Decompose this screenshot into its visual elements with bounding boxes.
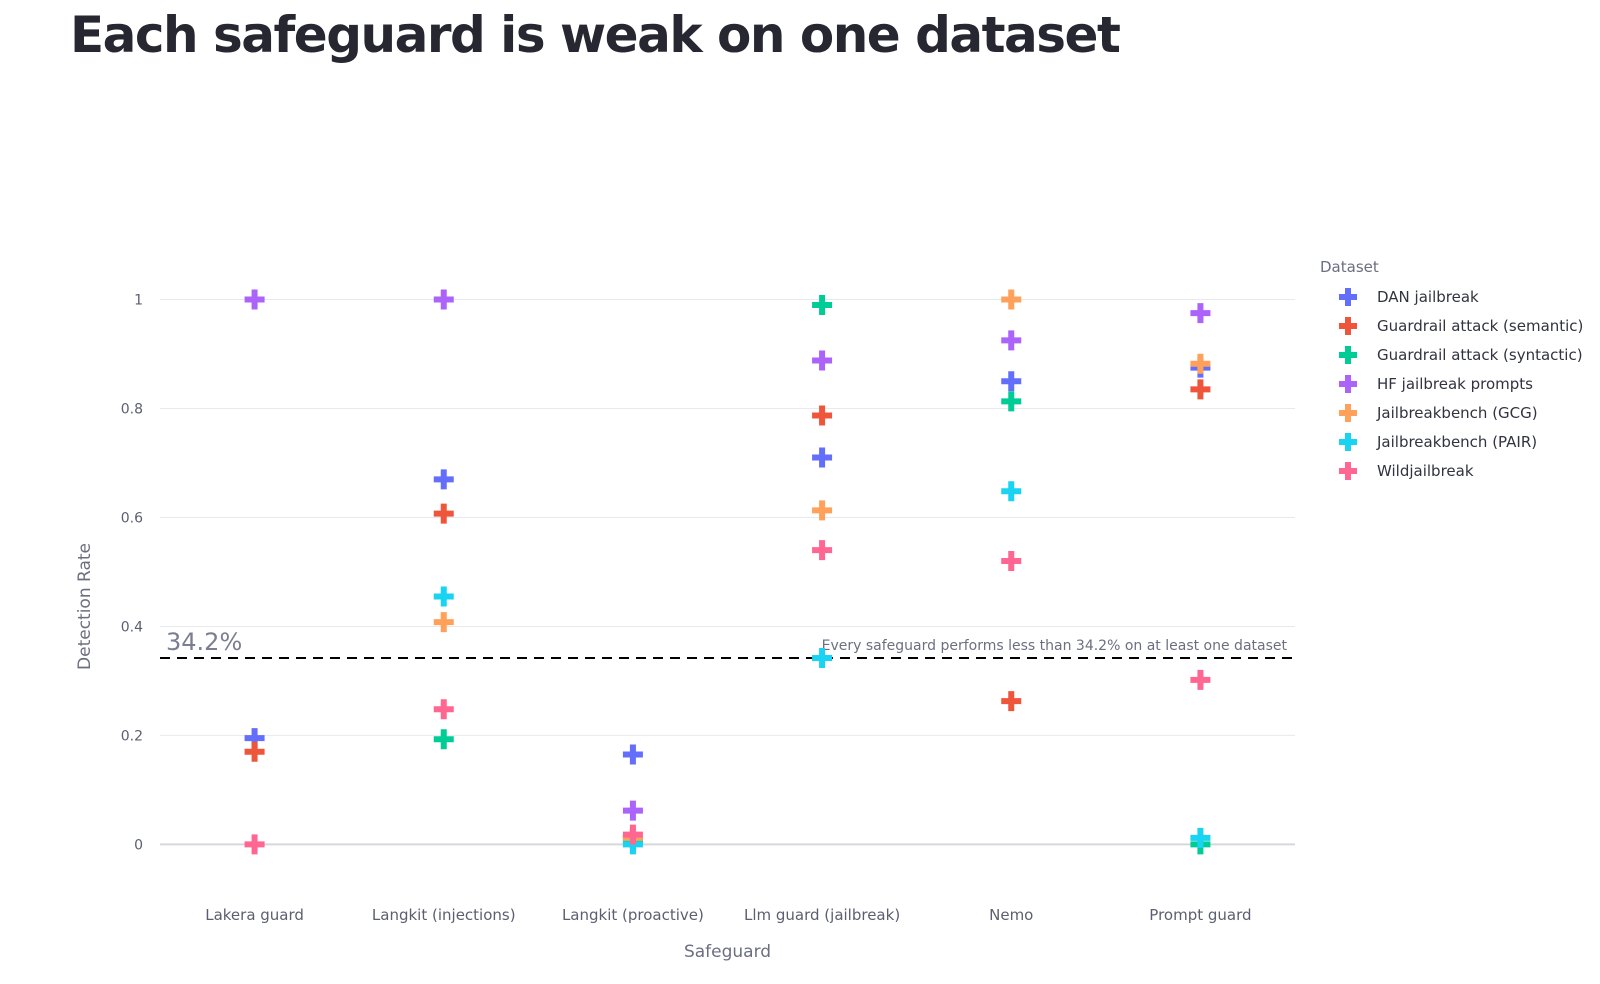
x-tick-label: Prompt guard bbox=[1149, 906, 1251, 924]
legend-label: HF jailbreak prompts bbox=[1377, 375, 1533, 393]
data-point[interactable] bbox=[433, 469, 454, 490]
y-tick-label: 0.2 bbox=[121, 728, 143, 744]
legend-label: Guardrail attack (syntactic) bbox=[1377, 346, 1583, 364]
data-point[interactable] bbox=[244, 728, 265, 749]
legend-label: DAN jailbreak bbox=[1377, 288, 1479, 306]
x-tick-label: Langkit (injections) bbox=[372, 906, 516, 924]
legend-item[interactable]: Jailbreakbench (GCG) bbox=[1339, 404, 1538, 422]
legend-item[interactable]: HF jailbreak prompts bbox=[1339, 375, 1533, 393]
data-point[interactable] bbox=[1001, 371, 1022, 392]
data-point[interactable] bbox=[622, 744, 643, 765]
legend[interactable]: Dataset DAN jailbreak Guardrail attack (s… bbox=[1320, 258, 1583, 480]
legend-marker bbox=[1339, 375, 1357, 393]
x-axis-title: Safeguard bbox=[684, 942, 771, 962]
data-point[interactable] bbox=[1190, 827, 1211, 848]
threshold-annotation: Every safeguard performs less than 34.2%… bbox=[822, 638, 1288, 654]
y-tick-label: 1 bbox=[134, 292, 143, 308]
data-point[interactable] bbox=[1001, 551, 1022, 572]
x-tick-label: Lakera guard bbox=[205, 906, 304, 924]
data-point[interactable] bbox=[244, 834, 265, 855]
y-axis-ticks: 0 0.2 0.4 0.6 0.8 1 bbox=[121, 292, 143, 853]
legend-label: Jailbreakbench (PAIR) bbox=[1376, 433, 1537, 451]
data-point[interactable] bbox=[1190, 669, 1211, 690]
data-point[interactable] bbox=[812, 294, 833, 315]
legend-marker bbox=[1339, 462, 1357, 480]
legend-label: Guardrail attack (semantic) bbox=[1377, 317, 1583, 335]
y-tick-label: 0.8 bbox=[121, 401, 143, 417]
data-point[interactable] bbox=[812, 405, 833, 426]
x-tick-label: Langkit (proactive) bbox=[562, 906, 704, 924]
data-point[interactable] bbox=[812, 648, 833, 669]
data-point[interactable] bbox=[812, 540, 833, 561]
data-point[interactable] bbox=[1190, 353, 1211, 374]
page-title: Each safeguard is weak on one dataset bbox=[70, 6, 1121, 64]
legend-marker bbox=[1339, 317, 1357, 335]
y-tick-label: 0.6 bbox=[121, 510, 143, 526]
data-point[interactable] bbox=[1001, 289, 1022, 310]
legend-marker bbox=[1339, 404, 1357, 422]
y-tick-label: 0 bbox=[134, 837, 143, 853]
data-point[interactable] bbox=[433, 729, 454, 750]
legend-item[interactable]: Jailbreakbench (PAIR) bbox=[1339, 433, 1537, 451]
y-tick-label: 0.4 bbox=[121, 619, 143, 635]
legend-marker bbox=[1339, 346, 1357, 364]
data-point[interactable] bbox=[812, 447, 833, 468]
legend-item[interactable]: DAN jailbreak bbox=[1339, 288, 1479, 306]
data-point[interactable] bbox=[244, 289, 265, 310]
legend-marker bbox=[1339, 288, 1357, 306]
legend-title: Dataset bbox=[1320, 258, 1379, 276]
legend-item[interactable]: Wildjailbreak bbox=[1339, 462, 1474, 480]
x-tick-label: Nemo bbox=[989, 906, 1033, 924]
data-point[interactable] bbox=[433, 612, 454, 633]
data-point[interactable] bbox=[812, 500, 833, 521]
data-point[interactable] bbox=[244, 741, 265, 762]
data-point[interactable] bbox=[433, 503, 454, 524]
data-point[interactable] bbox=[433, 289, 454, 310]
data-point[interactable] bbox=[433, 586, 454, 607]
legend-label: Wildjailbreak bbox=[1377, 462, 1474, 480]
legend-label: Jailbreakbench (GCG) bbox=[1376, 404, 1538, 422]
x-axis-ticks: Lakera guard Langkit (injections) Langkit … bbox=[205, 906, 1251, 924]
legend-item[interactable]: Guardrail attack (semantic) bbox=[1339, 317, 1583, 335]
data-point[interactable] bbox=[1190, 379, 1211, 400]
x-tick-label: Llm guard (jailbreak) bbox=[744, 906, 900, 924]
data-point[interactable] bbox=[622, 800, 643, 821]
threshold-label: 34.2% bbox=[166, 628, 242, 656]
y-axis-title: Detection Rate bbox=[75, 543, 95, 670]
grid-lines bbox=[160, 298, 1295, 846]
legend-item[interactable]: Guardrail attack (syntactic) bbox=[1339, 346, 1583, 364]
data-point[interactable] bbox=[433, 699, 454, 720]
data-point[interactable] bbox=[1190, 303, 1211, 324]
data-point[interactable] bbox=[622, 824, 643, 845]
data-point[interactable] bbox=[812, 350, 833, 371]
data-point[interactable] bbox=[1001, 691, 1022, 712]
data-point[interactable] bbox=[1001, 481, 1022, 502]
legend-marker bbox=[1339, 433, 1357, 451]
data-point[interactable] bbox=[1001, 391, 1022, 412]
data-points bbox=[244, 289, 1211, 855]
data-point[interactable] bbox=[1001, 330, 1022, 351]
